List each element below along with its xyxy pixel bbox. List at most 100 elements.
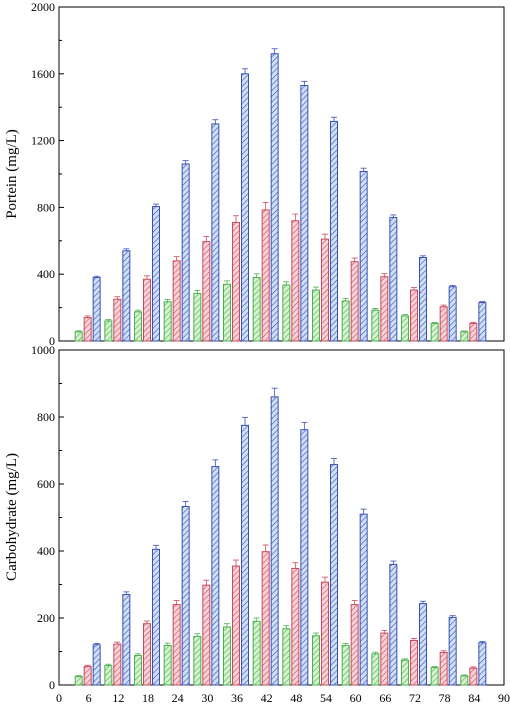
bar-s2-x78	[439, 652, 448, 686]
bar-s2-x6	[83, 666, 92, 686]
y-tick-label: 200	[37, 611, 55, 625]
x-tick-label: 30	[201, 691, 213, 705]
y-tick-label: 1600	[31, 67, 55, 81]
bar-s1-x24	[163, 301, 172, 342]
bar-s1-x6	[74, 676, 83, 686]
bar-s3-x60	[359, 170, 368, 342]
bar-s2-x36	[232, 221, 240, 342]
y-tick-label: 1000	[31, 343, 55, 357]
bar-s2-x12	[113, 643, 122, 686]
bar-s1-x60	[341, 644, 350, 686]
bar-s1-x54	[312, 635, 320, 686]
bar-s1-x18	[134, 655, 142, 686]
bar-s3-x12	[122, 594, 131, 686]
x-tick-label: 72	[409, 691, 421, 705]
x-tick-label: 48	[290, 691, 302, 705]
bar-s1-x84	[460, 331, 469, 342]
y-tick-label: 1200	[31, 134, 55, 148]
bar-s2-x6	[83, 317, 92, 342]
bar-s3-x30	[211, 466, 220, 686]
x-tick-label: 90	[498, 691, 510, 705]
bar-s1-x84	[460, 675, 469, 686]
y-tick-label: 600	[37, 477, 55, 491]
x-tick-label: 54	[320, 691, 332, 705]
bar-s1-x48	[282, 284, 291, 342]
bar-s2-x24	[172, 604, 181, 686]
bar-s2-x60	[350, 261, 359, 342]
bar-s1-x60	[341, 300, 350, 342]
bar-s2-x54	[321, 238, 329, 342]
bar-s3-x48	[300, 429, 309, 686]
y-tick-label: 0	[49, 334, 55, 348]
protein-panel: 0 400 800 1200 1600 2000	[31, 0, 505, 348]
bar-s2-x60	[350, 604, 359, 686]
bar-s3-x54	[330, 120, 338, 342]
bar-s2-x48	[291, 220, 300, 342]
x-tick-label: 84	[468, 691, 480, 705]
bar-s1-x6	[74, 331, 83, 342]
protein-y-axis-label: Portein (mg/L)	[4, 129, 20, 219]
bar-s1-x24	[163, 644, 172, 686]
bar-s3-x66	[389, 563, 398, 686]
bar-s1-x72	[401, 659, 409, 686]
bar-s2-x48	[291, 567, 300, 686]
bar-s2-x72	[410, 289, 418, 342]
bar-s2-x12	[113, 298, 122, 342]
bar-s1-x30	[193, 292, 202, 342]
bar-s2-x84	[469, 322, 478, 342]
bar-s3-x42	[270, 53, 279, 342]
bar-s1-x18	[134, 311, 142, 342]
bar-s1-x48	[282, 628, 291, 686]
y-tick-label: 2000	[31, 0, 55, 14]
bar-s2-x42	[261, 551, 270, 686]
bar-s2-x18	[143, 623, 151, 686]
bar-s2-x66	[380, 632, 389, 686]
x-tick-label: 12	[112, 691, 124, 705]
bar-s2-x84	[469, 667, 478, 686]
x-tick-label: 42	[261, 691, 273, 705]
bar-s3-x72	[419, 603, 427, 686]
bar-s2-x54	[321, 581, 329, 686]
bar-s1-x42	[252, 277, 261, 342]
x-tick-label: 24	[172, 691, 184, 705]
x-tick-label: 18	[142, 691, 154, 705]
x-tick-label: 0	[56, 691, 62, 705]
bar-s3-x84	[478, 302, 487, 342]
bar-s2-x30	[202, 584, 211, 686]
carbohydrate-panel: 0 200 400 600 800 1000 0 6 12 18 24 30 36 42 48 54 60 66 7…	[31, 343, 510, 705]
bar-s2-x18	[143, 278, 151, 342]
bar-s1-x42	[252, 620, 261, 686]
bar-s3-x12	[122, 250, 131, 342]
y-tick-label: 800	[37, 200, 55, 214]
bar-s3-x78	[448, 616, 457, 686]
bar-s1-x66	[371, 309, 380, 342]
x-tick-label: 66	[379, 691, 391, 705]
bar-s3-x48	[300, 84, 309, 342]
x-tick-label: 6	[86, 691, 92, 705]
bar-s3-x36	[241, 73, 249, 342]
bar-s1-x12	[104, 320, 113, 342]
y-tick-label: 800	[37, 410, 55, 424]
bar-s1-x30	[193, 635, 202, 686]
x-tick-label: 36	[231, 691, 243, 705]
bar-s2-x72	[410, 639, 418, 686]
bar-s1-x54	[312, 289, 320, 342]
bar-s3-x18	[152, 548, 160, 686]
bar-s2-x24	[172, 260, 181, 342]
bar-s3-x18	[152, 206, 160, 342]
bar-s2-x42	[261, 209, 270, 342]
bar-s3-x24	[181, 163, 190, 342]
bar-s3-x54	[330, 464, 338, 686]
x-tick-label: 78	[439, 691, 451, 705]
bar-s1-x78	[430, 667, 439, 686]
y-tick-label: 0	[49, 678, 55, 692]
bar-s2-x66	[380, 276, 389, 342]
bar-s3-x84	[478, 642, 487, 686]
bar-s3-x6	[92, 277, 101, 342]
bar-s1-x36	[223, 626, 231, 686]
bar-s3-x6	[92, 644, 101, 686]
bar-s3-x30	[211, 123, 220, 342]
bar-s1-x36	[223, 283, 231, 342]
bar-s1-x72	[401, 315, 409, 342]
